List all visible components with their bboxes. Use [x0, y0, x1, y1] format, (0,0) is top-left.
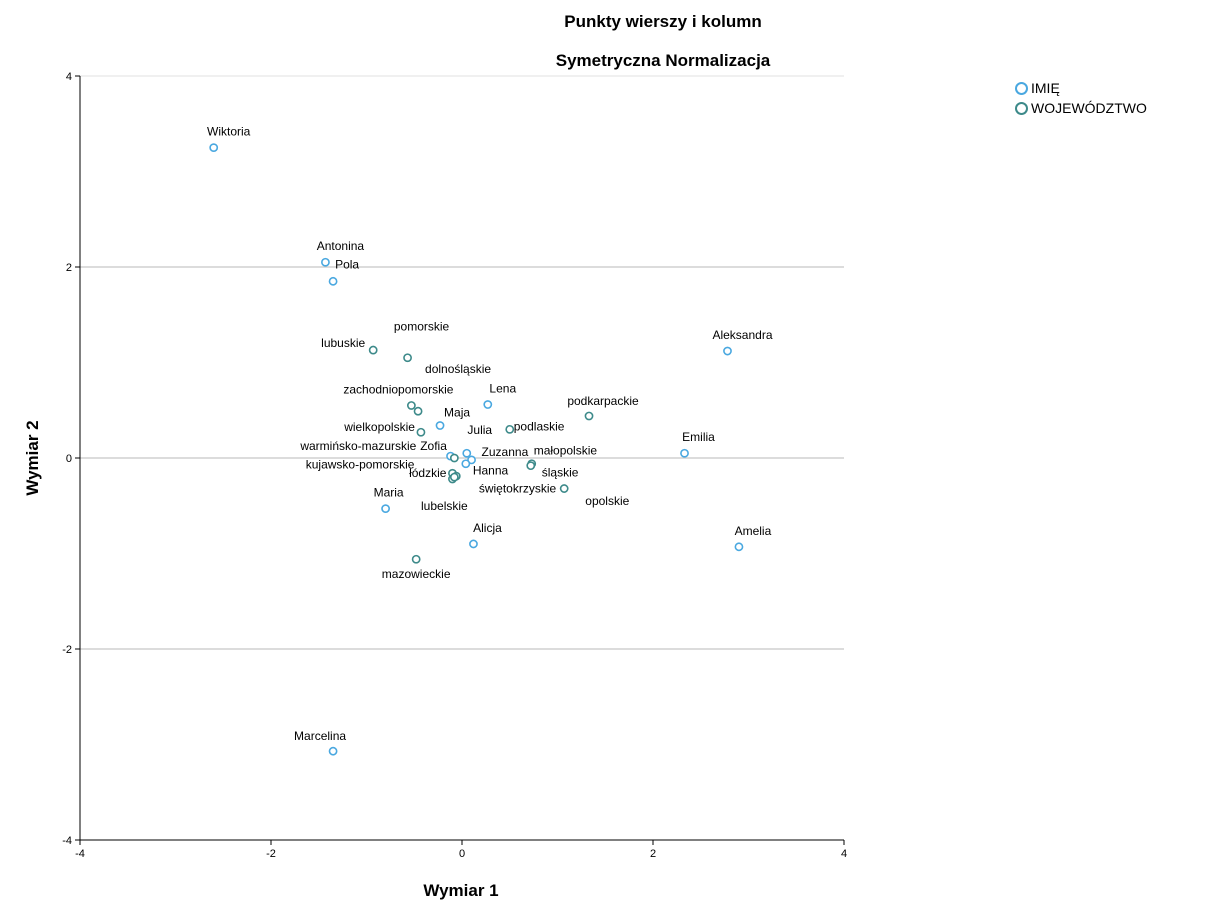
point-label: podlaskie: [514, 419, 565, 433]
voivodeship-point: [526, 461, 536, 471]
y-tick-label: 2: [66, 262, 72, 274]
point-label: śląskie: [542, 466, 579, 480]
legend-label: IMIĘ: [1031, 80, 1060, 96]
name-point: [321, 257, 330, 267]
point-label: Amelia: [735, 524, 772, 538]
name-point: [734, 542, 744, 552]
point-label: lubelskie: [421, 499, 468, 513]
legend-item-wojewodztwo: WOJEWÓDZTWO: [1015, 98, 1147, 118]
voivodeship-point: [411, 554, 421, 564]
point-label: Pola: [335, 257, 359, 271]
name-point: [461, 459, 471, 469]
point-label: Emilia: [682, 430, 715, 444]
point-label: Hanna: [473, 464, 509, 478]
point-label: Alicja: [473, 521, 502, 535]
circle-marker-icon: [1015, 81, 1028, 95]
x-axis-title: Wymiar 1: [423, 881, 498, 900]
chart-title: Punkty wierszy i kolumn: [564, 12, 762, 31]
tick-labels: -4 -2 0 2 4 -4 -2 0 2 4: [62, 71, 847, 860]
voivodeship-point: [559, 484, 569, 493]
voivodeship-point: [406, 401, 416, 410]
point-label: Maja: [444, 406, 470, 420]
point-label: świętokrzyskie: [479, 482, 557, 496]
point-label: warmińsko-mazurskie: [299, 439, 416, 453]
point-label: mazowieckie: [382, 567, 451, 581]
legend: IMIĘ WOJEWÓDZTWO: [1015, 78, 1147, 118]
voivodeship-point: [449, 453, 459, 463]
x-tick-label: -4: [75, 848, 85, 860]
name-point: [462, 448, 472, 458]
point-label: Zuzanna: [482, 445, 529, 459]
name-point: [209, 143, 219, 153]
point-label: pomorskie: [394, 320, 450, 334]
point-labels: Wiktoria Antonina Pola Aleksandra Lena Maja Ju…: [207, 125, 773, 744]
point-label: łódzkie: [409, 466, 447, 480]
voivodeship-point: [413, 406, 423, 416]
point-label: Julia: [467, 423, 492, 437]
point-label: lubuskie: [321, 336, 365, 350]
point-label: wielkopolskie: [343, 420, 415, 434]
name-point: [435, 421, 445, 430]
data-points: [209, 143, 744, 756]
legend-item-imie: IMIĘ: [1015, 78, 1147, 98]
voivodeship-point: [505, 424, 515, 434]
x-tick-label: 4: [841, 848, 847, 860]
grid-lines: [80, 75, 844, 650]
y-tick-label: -4: [62, 835, 72, 847]
point-label: podkarpackie: [567, 394, 639, 408]
name-point: [328, 746, 338, 756]
point-label: kujawsko-pomorskie: [306, 457, 415, 471]
voivodeship-point: [368, 345, 378, 355]
point-label: dolnośląskie: [425, 362, 491, 376]
y-tick-label: 0: [66, 453, 72, 465]
y-tick-label: -2: [62, 644, 72, 656]
point-label: opolskie: [585, 494, 629, 508]
voivodeship-point: [584, 411, 594, 421]
name-point: [381, 504, 390, 514]
x-tick-label: 2: [650, 848, 656, 860]
circle-marker-icon: [1015, 101, 1028, 115]
x-tick-label: -2: [266, 848, 276, 860]
point-label: Maria: [374, 486, 404, 500]
point-label: Marcelina: [294, 729, 346, 743]
point-label: Zofia: [420, 439, 447, 453]
point-label: Wiktoria: [207, 125, 251, 139]
chart-subtitle: Symetryczna Normalizacja: [555, 51, 771, 70]
voivodeship-point: [449, 472, 459, 482]
y-axis-title: Wymiar 2: [23, 420, 42, 495]
point-label: zachodniopomorskie: [343, 382, 453, 396]
point-label: Aleksandra: [712, 328, 772, 342]
point-label: Lena: [489, 382, 516, 396]
voivodeship-point: [416, 427, 426, 437]
name-point: [483, 400, 493, 409]
name-point: [723, 346, 732, 356]
name-point: [680, 448, 689, 458]
y-tick-label: 4: [66, 71, 72, 83]
point-label: Antonina: [317, 239, 365, 253]
x-tick-label: 0: [459, 848, 465, 860]
legend-label: WOJEWÓDZTWO: [1031, 100, 1147, 116]
name-point: [328, 276, 338, 286]
name-point: [469, 539, 478, 549]
voivodeship-point: [403, 353, 412, 363]
point-label: małopolskie: [534, 444, 598, 458]
